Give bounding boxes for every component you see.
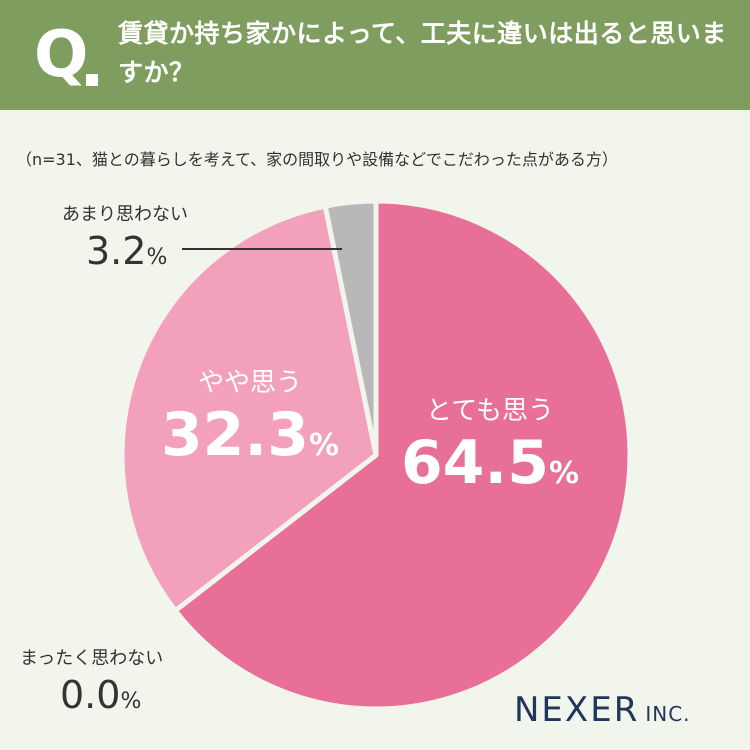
label-very-much-name: とても思う xyxy=(426,396,554,426)
label-somewhat-name: やや思う xyxy=(197,368,302,398)
label-not-much-value: 3.2 xyxy=(86,229,147,273)
label-not-much-name: あまり思わない xyxy=(62,204,188,225)
slice-not-much xyxy=(322,198,379,458)
label-somewhat: やや思う 32.3% xyxy=(140,362,360,465)
question-header: Q 賃貸か持ち家かによって、工夫に違いは出ると思いますか？ xyxy=(0,0,750,110)
question-text: 賃貸か持ち家かによって、工夫に違いは出ると思いますか？ xyxy=(118,19,727,87)
brand-name: NEXER xyxy=(514,690,640,730)
brand-logo: NEXER INC. xyxy=(514,690,691,730)
brand-suffix: INC. xyxy=(645,702,691,726)
label-very-much-value: 64.5 xyxy=(400,428,549,498)
label-very-much: とても思う 64.5% xyxy=(380,390,600,493)
label-somewhat-unit: % xyxy=(308,428,340,463)
slice-very-much xyxy=(172,198,633,712)
label-not-much-unit: % xyxy=(146,245,168,270)
sample-note: （n=31、猫との暮らしを考えて、家の間取りや設備などでこだわった点がある方） xyxy=(16,150,618,169)
label-not-much-pct: 3.2% xyxy=(86,232,167,270)
label-not-at-all-value: 0.0 xyxy=(60,673,121,717)
question-mark-dot xyxy=(86,74,98,86)
label-not-at-all-name: まったく思わない xyxy=(20,648,164,669)
leader-line xyxy=(182,248,342,250)
label-somewhat-value: 32.3 xyxy=(160,400,309,470)
label-not-at-all-unit: % xyxy=(120,689,142,714)
slice-somewhat xyxy=(119,203,379,614)
label-very-much-unit: % xyxy=(548,456,580,491)
question-mark: Q xyxy=(34,18,89,92)
label-not-at-all-pct: 0.0% xyxy=(60,676,141,714)
